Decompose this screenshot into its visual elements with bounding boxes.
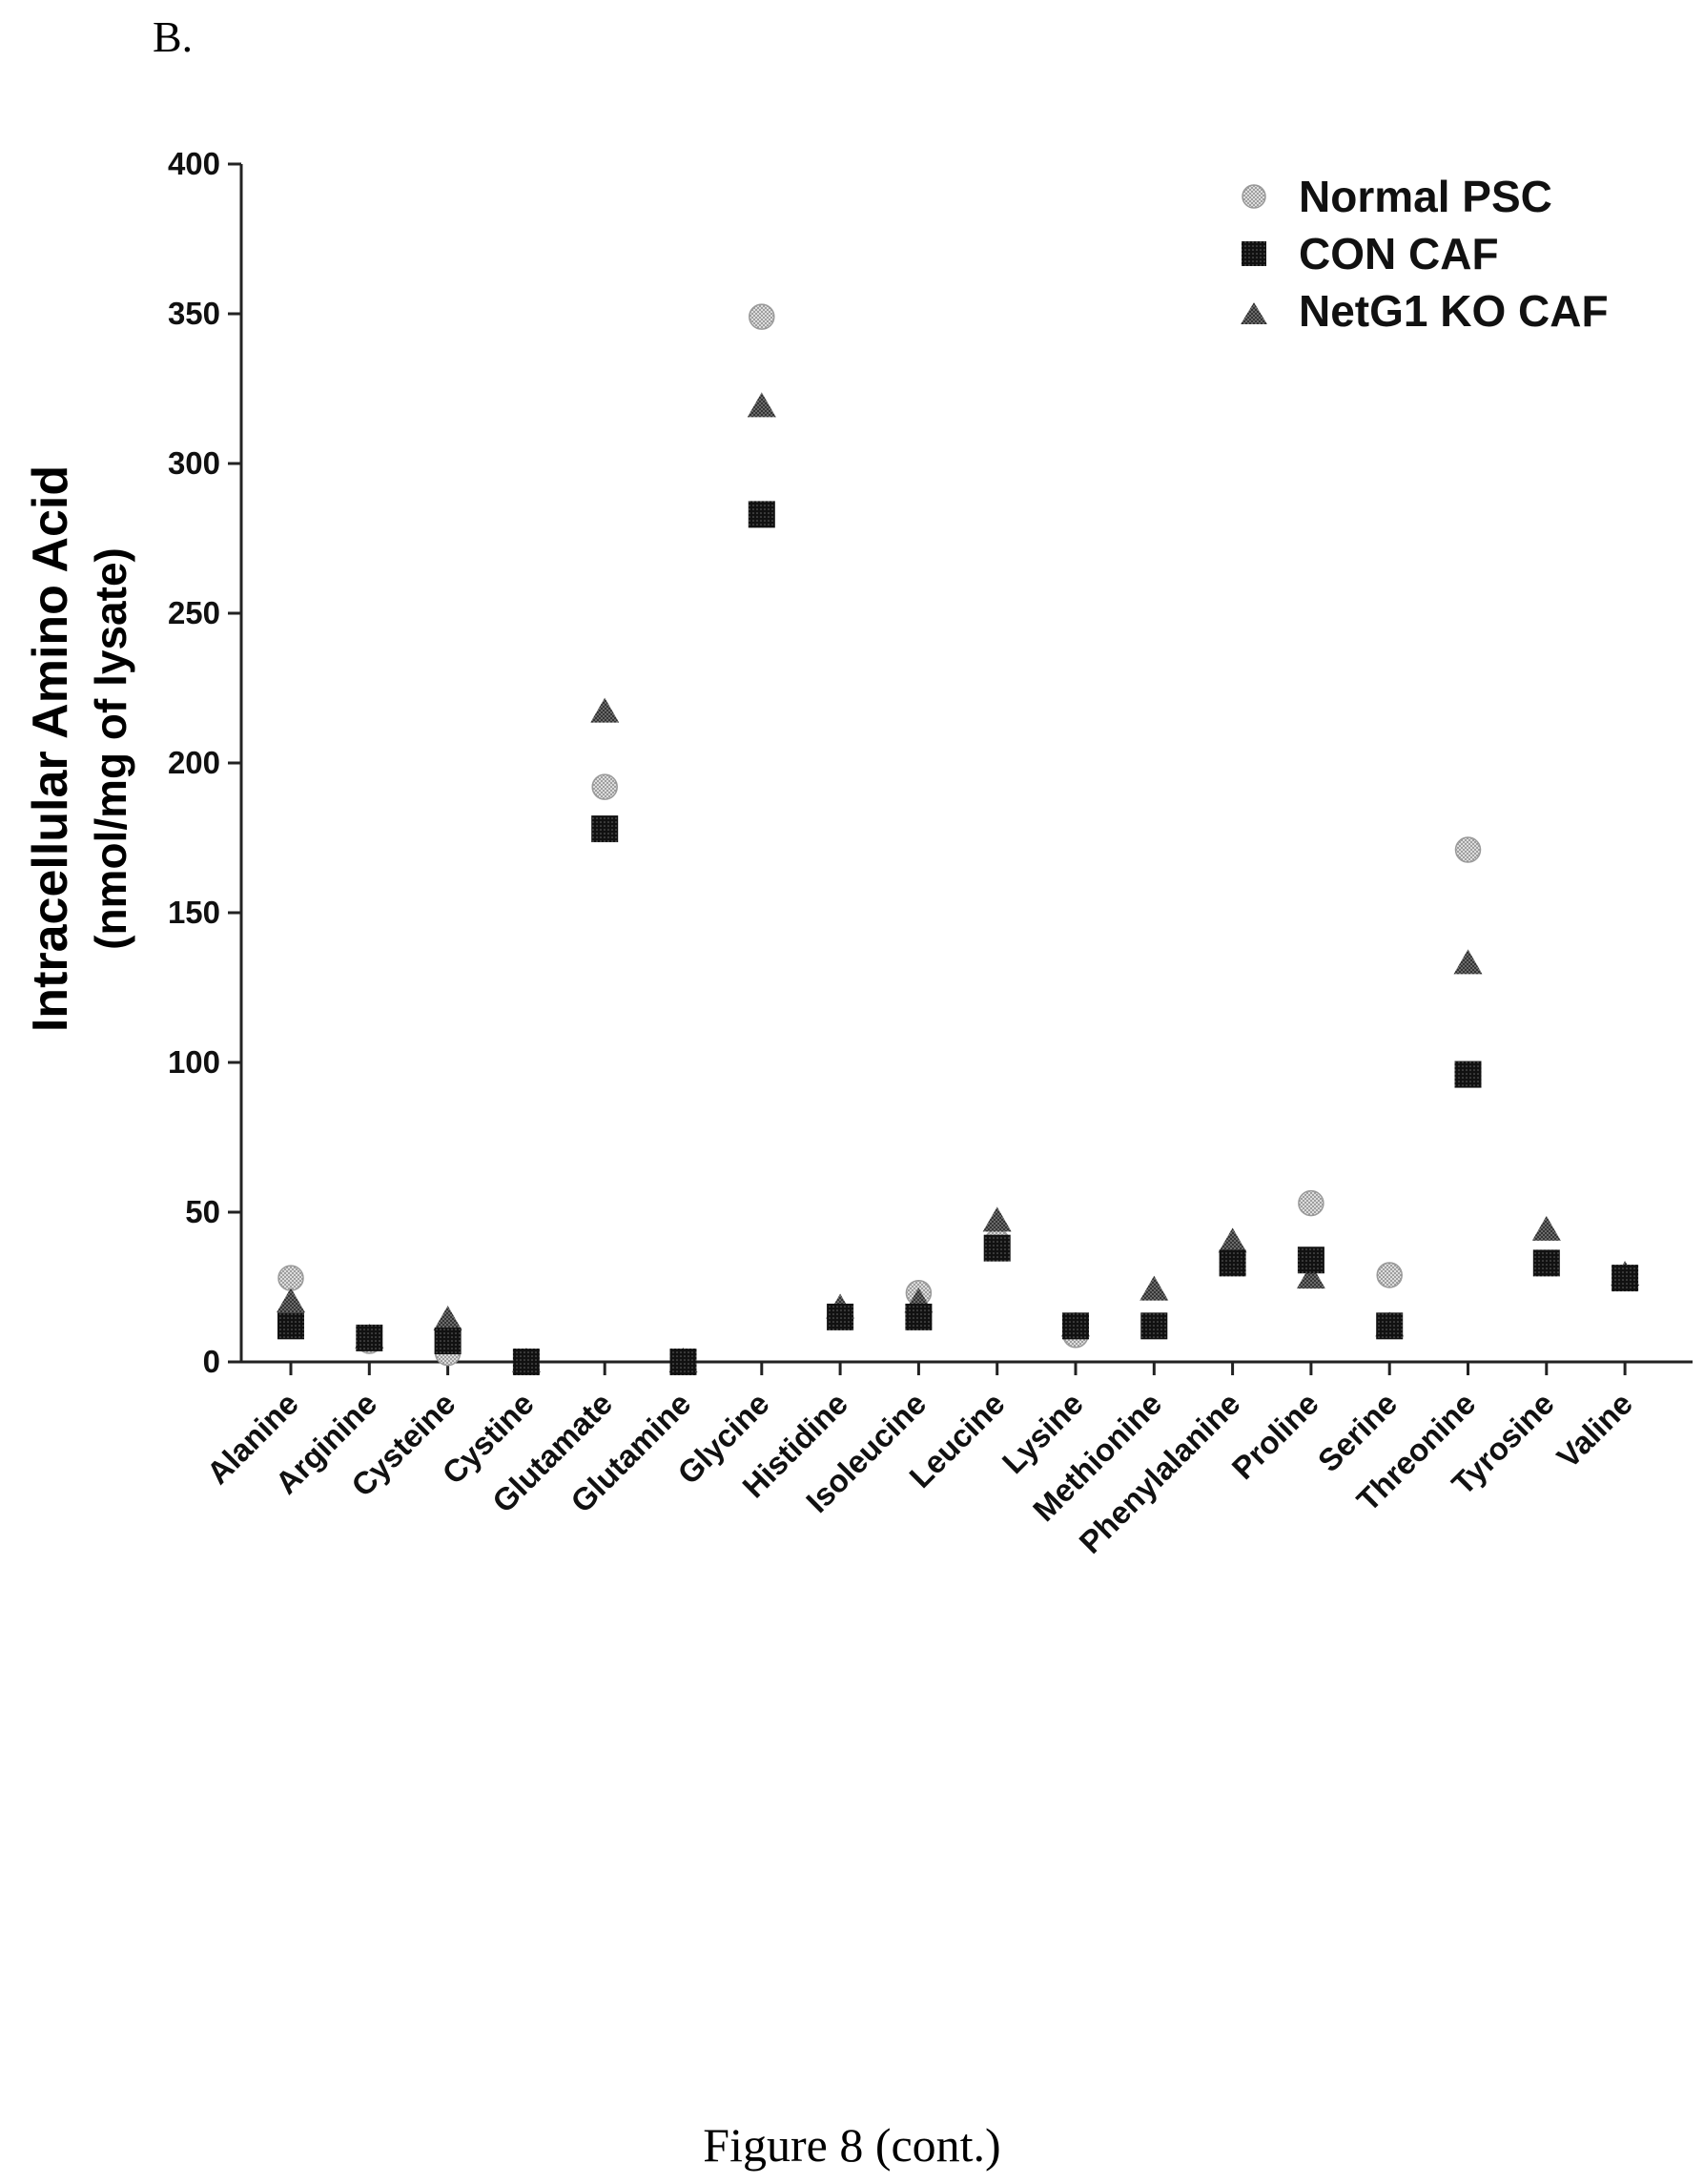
point-netg1-ko-caf-methionine [1139,1275,1169,1301]
point-netg1-ko-caf-glycine [747,392,776,418]
point-netg1-ko-caf-leucine [982,1206,1012,1232]
y-tick-label: 400 [168,146,220,181]
point-con-caf-phenylalanine [1219,1249,1246,1277]
legend-item-netg1-ko-caf: NetG1 KO CAF [1241,286,1609,336]
point-con-caf-glycine [748,501,775,528]
point-con-caf-leucine [983,1234,1011,1262]
point-netg1-ko-caf-glutamate [590,697,620,723]
scatter-chart: 0 50 100 150 200 250 300 350 400 AlanineArginine… [23,146,1693,1560]
legend-marker-netg1-ko-caf [1241,302,1267,324]
point-con-caf-glutamate [591,815,619,843]
legend-label-normal-psc: Normal PSC [1299,172,1552,221]
y-tick-label: 50 [185,1194,220,1229]
point-con-caf-glutamine [669,1349,697,1375]
point-normal-psc-threonine [1454,836,1482,863]
y-axis-title: Intracellular Amino Acid (nmol/mg of lys… [23,465,135,1032]
point-con-caf-serine [1376,1312,1404,1340]
x-ticks: AlanineArginineCysteineCystineGlutamateG… [199,1362,1639,1560]
legend: Normal PSC CON CAF NetG1 KO CAF [1241,172,1609,336]
legend-label-con-caf: CON CAF [1299,229,1499,278]
data-points [277,303,1640,1375]
point-con-caf-threonine [1454,1061,1482,1088]
point-con-caf-valine [1612,1265,1639,1292]
point-con-caf-isoleucine [905,1303,933,1330]
point-netg1-ko-caf-proline [1296,1264,1325,1289]
point-netg1-ko-caf-threonine [1453,949,1483,975]
panel-label: B. [153,12,194,61]
y-axis: 0 50 100 150 200 250 300 350 400 [168,146,243,1379]
x-tick-label: Proline [1225,1386,1325,1486]
point-normal-psc-alanine [277,1265,304,1291]
point-normal-psc-serine [1376,1262,1403,1288]
legend-marker-con-caf [1242,241,1266,266]
y-ticks: 0 50 100 150 200 250 300 350 400 [168,146,241,1379]
point-con-caf-cysteine [434,1328,462,1355]
point-con-caf-methionine [1140,1312,1168,1340]
y-tick-label: 150 [168,895,220,930]
legend-item-con-caf: CON CAF [1242,229,1499,278]
point-netg1-ko-caf-tyrosine [1531,1215,1561,1241]
point-normal-psc-glutamate [591,773,618,800]
point-con-caf-histidine [827,1303,854,1330]
y-axis-title-line1: Intracellular Amino Acid [23,465,78,1032]
point-normal-psc-glycine [749,303,775,330]
point-con-caf-lysine [1062,1312,1089,1340]
point-con-caf-proline [1297,1247,1324,1274]
point-netg1-ko-caf-alanine [277,1288,305,1313]
legend-marker-normal-psc [1242,184,1266,209]
point-con-caf-alanine [277,1312,304,1340]
x-tick-label: Valine [1550,1386,1639,1475]
point-netg1-ko-caf-cysteine [433,1306,462,1331]
point-con-caf-tyrosine [1532,1249,1560,1277]
point-con-caf-cystine [512,1349,540,1375]
figure-caption: Figure 8 (cont.) [703,2118,1001,2172]
legend-item-normal-psc: Normal PSC [1242,172,1552,221]
point-netg1-ko-caf-phenylalanine [1218,1227,1247,1253]
y-tick-label: 0 [203,1344,220,1379]
y-tick-label: 200 [168,745,220,780]
point-con-caf-arginine [356,1324,383,1351]
y-tick-label: 100 [168,1044,220,1080]
y-axis-title-line2: (nmol/mg of lysate) [86,547,135,950]
x-axis: AlanineArginineCysteineCystineGlutamateG… [199,1360,1693,1560]
point-normal-psc-proline [1298,1189,1324,1217]
y-tick-label: 300 [168,445,220,481]
legend-label-netg1-ko-caf: NetG1 KO CAF [1299,286,1609,336]
y-tick-label: 250 [168,595,220,630]
y-tick-label: 350 [168,296,220,331]
